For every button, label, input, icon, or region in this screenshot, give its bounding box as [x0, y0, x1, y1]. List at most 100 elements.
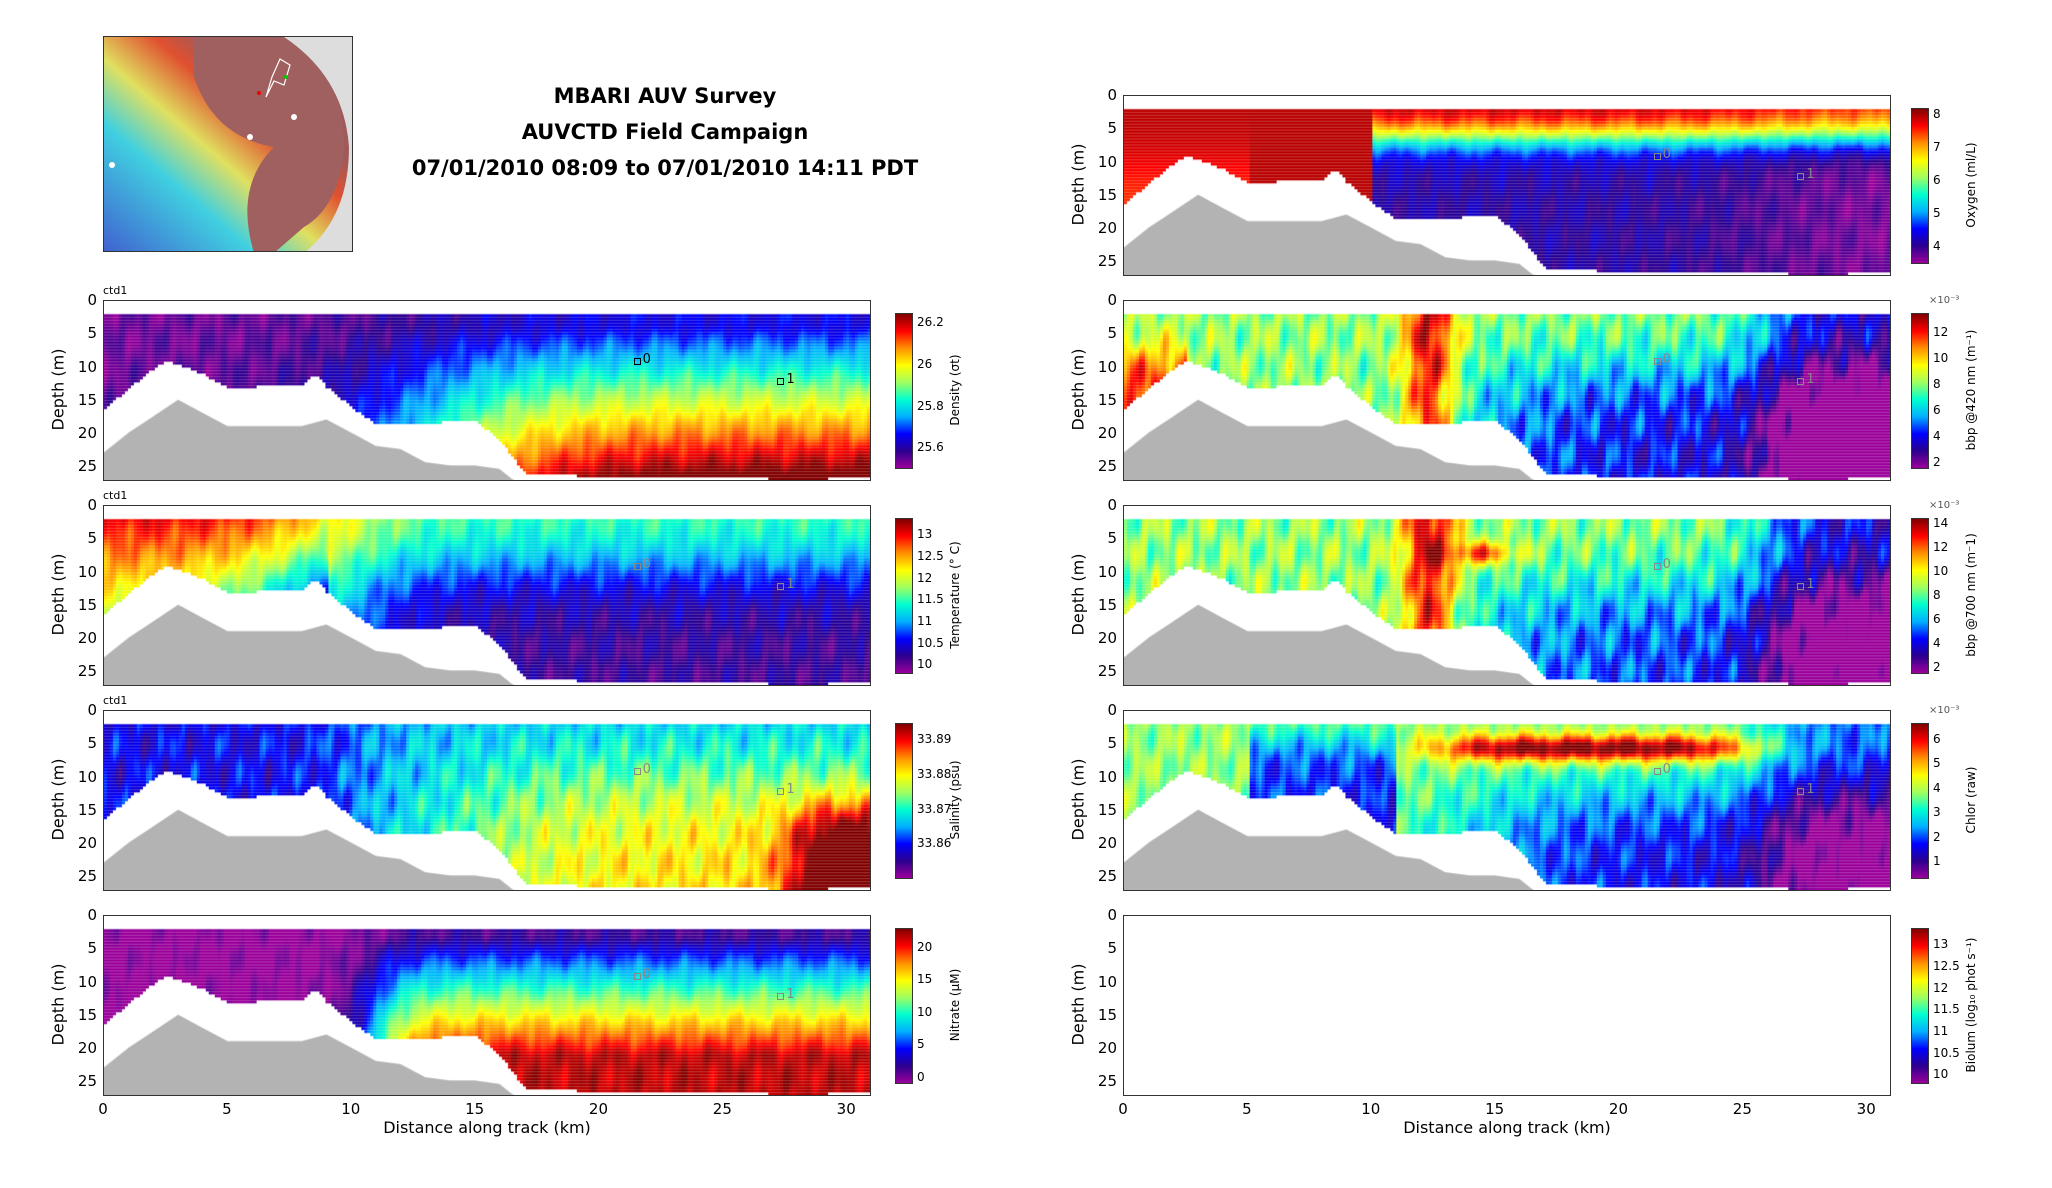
- bbp420-colorbar: [1911, 313, 1929, 469]
- x-tick-label: 20: [588, 1100, 609, 1118]
- marker-box: [777, 377, 785, 385]
- colorbar-tick-label: 12.5: [917, 549, 944, 563]
- colorbar-tick-label: 7: [1933, 139, 1941, 154]
- temperature-colorbar: [895, 518, 913, 674]
- colorbar-tick-label: 14: [1933, 516, 1949, 530]
- y-tick-label: 0: [1107, 496, 1117, 514]
- biolum-section-heatmap: [1124, 916, 1890, 1095]
- colorbar-tick-label: 8: [1933, 106, 1941, 121]
- y-tick-label: 10: [77, 562, 97, 581]
- colorbar-label: Biolum (log₁₀ phot s⁻¹): [1964, 937, 1978, 1073]
- bbp420-section-heatmap: [1124, 301, 1890, 480]
- y-tick-label: 10: [77, 767, 97, 786]
- y-tick-label: 25: [1097, 252, 1117, 271]
- marker-box: [633, 767, 641, 775]
- y-tick-label: 0: [87, 906, 97, 924]
- marker-box: [777, 787, 785, 795]
- colorbar-tick-label: 26: [917, 357, 933, 371]
- y-tick-label: 10: [1097, 972, 1117, 991]
- colorbar-tick-label: 26.2: [917, 315, 944, 330]
- colorbar-tick-label: 2: [1933, 660, 1941, 674]
- y-tick-label: 0: [87, 701, 97, 719]
- biolum-colorbar: [1911, 928, 1929, 1084]
- y-tick-label: 15: [1097, 390, 1117, 409]
- y-tick-label: 0: [87, 291, 97, 309]
- colorbar-tick-label: 12: [917, 570, 933, 585]
- y-tick-label: 25: [1097, 867, 1117, 886]
- y-tick-label: 15: [1097, 1005, 1117, 1024]
- marker-label: 1: [1806, 166, 1815, 182]
- bbp700-section-heatmap: [1124, 506, 1890, 685]
- marker-box: [633, 562, 641, 570]
- marker-label: 0: [642, 351, 651, 367]
- location-map: [103, 36, 353, 252]
- colorbar-tick-label: 4: [1933, 780, 1941, 795]
- chlor-colorbar: [1911, 723, 1929, 879]
- x-axis-label: Distance along track (km): [383, 1118, 591, 1137]
- y-tick-label: 15: [1097, 595, 1117, 614]
- y-tick-label: 25: [1097, 457, 1117, 476]
- colorbar-tick-label: 20: [917, 939, 933, 954]
- y-axis-label: Depth (m): [48, 348, 68, 431]
- y-axis-label: Depth (m): [1068, 143, 1088, 226]
- panel-tag: ctd1: [103, 694, 128, 707]
- colorbar-tick-label: 11: [1933, 1024, 1949, 1038]
- colorbar-tick-label: 10: [1933, 564, 1949, 578]
- colorbar-exponent: ×10⁻³: [1929, 295, 1960, 306]
- colorbar-tick-label: 25.8: [917, 398, 944, 413]
- y-axis-label: Depth (m): [48, 758, 68, 841]
- y-tick-label: 20: [1097, 424, 1117, 443]
- marker-label: 0: [642, 761, 651, 777]
- colorbar-tick-label: 4: [1933, 428, 1941, 443]
- colorbar-tick-label: 12: [1933, 324, 1949, 339]
- marker-box: [1653, 562, 1661, 570]
- colorbar-tick-label: 0: [917, 1069, 925, 1084]
- marker-box: [1797, 172, 1805, 180]
- y-axis-label: Depth (m): [1068, 553, 1088, 636]
- y-tick-label: 0: [1107, 291, 1117, 309]
- colorbar-tick-label: 5: [917, 1037, 925, 1051]
- y-tick-label: 25: [77, 457, 97, 476]
- y-tick-label: 15: [1097, 185, 1117, 204]
- y-tick-label: 20: [77, 424, 97, 443]
- y-tick-label: 10: [77, 972, 97, 991]
- colorbar-tick-label: 33.86: [917, 836, 952, 851]
- colorbar-tick-label: 13: [1933, 937, 1949, 952]
- y-tick-label: 10: [1097, 152, 1117, 171]
- marker-label: 0: [1662, 146, 1671, 162]
- colorbar-tick-label: 12: [1933, 980, 1949, 995]
- y-tick-label: 5: [87, 939, 97, 958]
- x-tick-label: 15: [465, 1100, 485, 1118]
- y-tick-label: 5: [87, 734, 97, 753]
- y-axis-label: Depth (m): [1068, 758, 1088, 841]
- colorbar-label: Temperature (° C): [948, 541, 962, 649]
- y-axis-label: Depth (m): [48, 553, 68, 636]
- nitrate-colorbar: [895, 928, 913, 1084]
- colorbar-tick-label: 15: [917, 972, 933, 986]
- x-tick-label: 30: [1856, 1100, 1876, 1118]
- marker-label: 1: [786, 576, 795, 592]
- colorbar-tick-label: 33.87: [917, 801, 952, 816]
- marker-box: [1797, 377, 1805, 385]
- y-tick-label: 15: [77, 390, 97, 409]
- marker-label: 1: [1806, 576, 1815, 592]
- salinity-colorbar: [895, 723, 913, 879]
- marker-label: 1: [786, 371, 795, 387]
- y-tick-label: 20: [77, 1039, 97, 1058]
- x-tick-label: 5: [222, 1100, 232, 1118]
- y-tick-label: 5: [87, 529, 97, 548]
- colorbar-tick-label: 33.88: [917, 767, 952, 781]
- colorbar-tick-label: 6: [1933, 402, 1941, 417]
- y-tick-label: 10: [77, 357, 97, 376]
- y-axis-label: Depth (m): [48, 963, 68, 1046]
- y-tick-label: 10: [1097, 357, 1117, 376]
- colorbar-tick-label: 4: [1933, 239, 1941, 254]
- y-tick-label: 25: [77, 662, 97, 681]
- x-axis-label: Distance along track (km): [1403, 1118, 1611, 1137]
- colorbar-tick-label: 2: [1933, 829, 1941, 844]
- marker-label: 1: [786, 781, 795, 797]
- colorbar-tick-label: 10.5: [917, 635, 944, 650]
- x-tick-label: 10: [341, 1100, 361, 1118]
